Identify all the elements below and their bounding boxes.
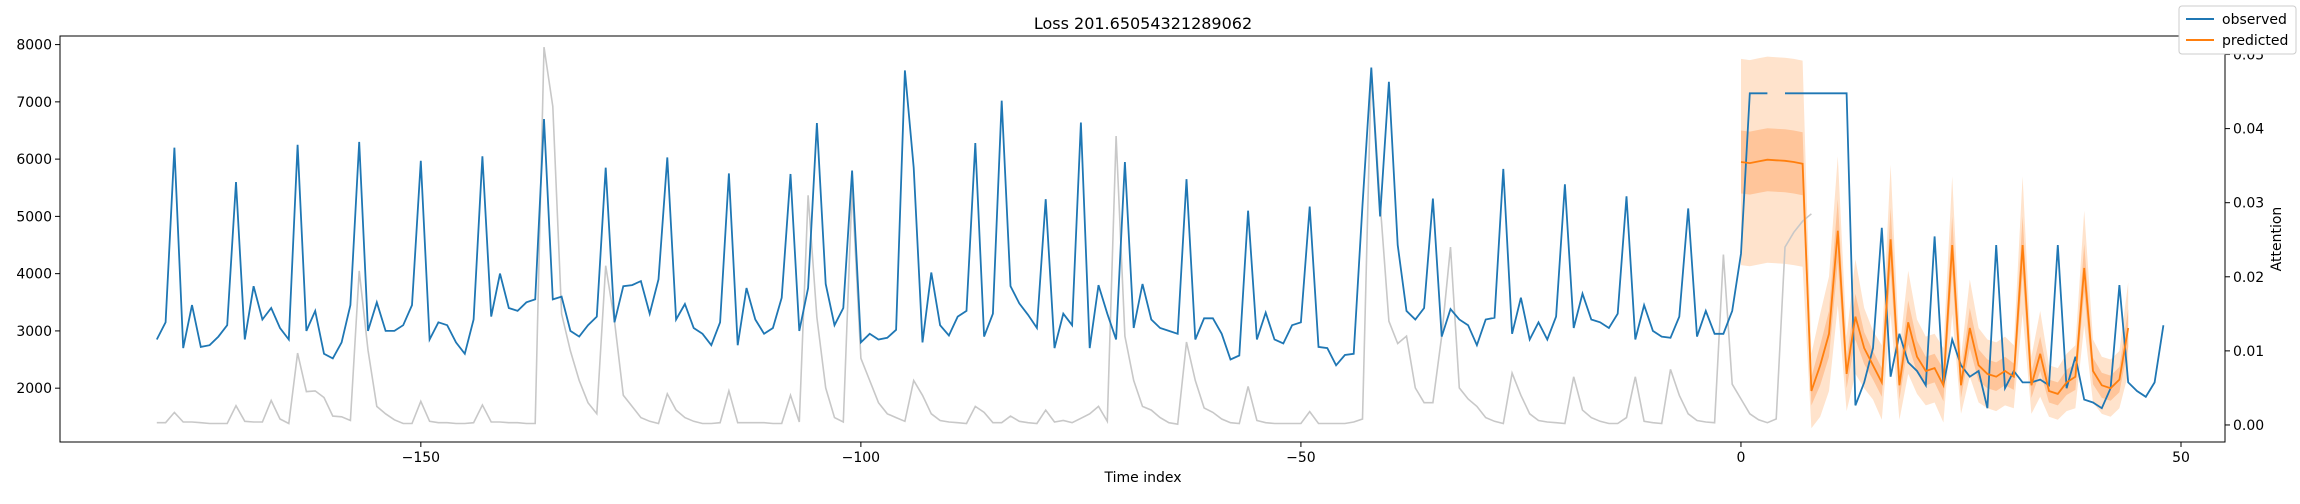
- x-tick-label: −50: [1286, 450, 1316, 466]
- y2-tick-label: 0.02: [2233, 270, 2264, 286]
- x-tick-label: −150: [402, 450, 440, 466]
- plot-frame: [59, 35, 2226, 443]
- y2-tick-label: 0.01: [2233, 344, 2264, 360]
- x-axis: −150 −100 −50 0 50: [402, 442, 2190, 466]
- y-tick-label: 8000: [16, 38, 52, 54]
- y2-axis-label: Attention: [2269, 207, 2285, 272]
- y2-tick-label: 0.03: [2233, 196, 2264, 212]
- predicted-line: [1740, 158, 2130, 395]
- x-tick-label: 50: [2172, 450, 2190, 466]
- x-tick-label: 0: [1736, 450, 1745, 466]
- y-tick-label: 2000: [16, 381, 52, 397]
- legend-label-predicted: predicted: [2222, 33, 2288, 49]
- y-tick-label: 6000: [16, 152, 52, 168]
- y-axis-right: 0.000.010.020.030.040.05: [2225, 48, 2264, 434]
- y-tick-label: 7000: [16, 95, 52, 111]
- chart-title: Loss 201.65054321289062: [1034, 14, 1252, 33]
- x-tick-label: −100: [842, 450, 880, 466]
- y-tick-label: 4000: [16, 267, 52, 283]
- attention-line: [156, 46, 1812, 426]
- legend-label-observed: observed: [2222, 12, 2287, 28]
- observed-line: [155, 67, 2165, 410]
- y2-tick-label: 0.00: [2233, 418, 2264, 434]
- y-tick-label: 5000: [16, 209, 52, 225]
- prediction-band-inner: [1741, 128, 2129, 406]
- y-tick-label: 3000: [16, 324, 52, 340]
- legend: observed predicted: [2178, 5, 2297, 55]
- x-axis-label: Time index: [1103, 470, 1181, 486]
- prediction-bands: [1741, 56, 2129, 429]
- y2-tick-label: 0.04: [2233, 122, 2264, 138]
- series-lines: [155, 46, 2165, 426]
- y-axis-left: 2000 3000 4000 5000 6000 7000 8000: [16, 38, 60, 397]
